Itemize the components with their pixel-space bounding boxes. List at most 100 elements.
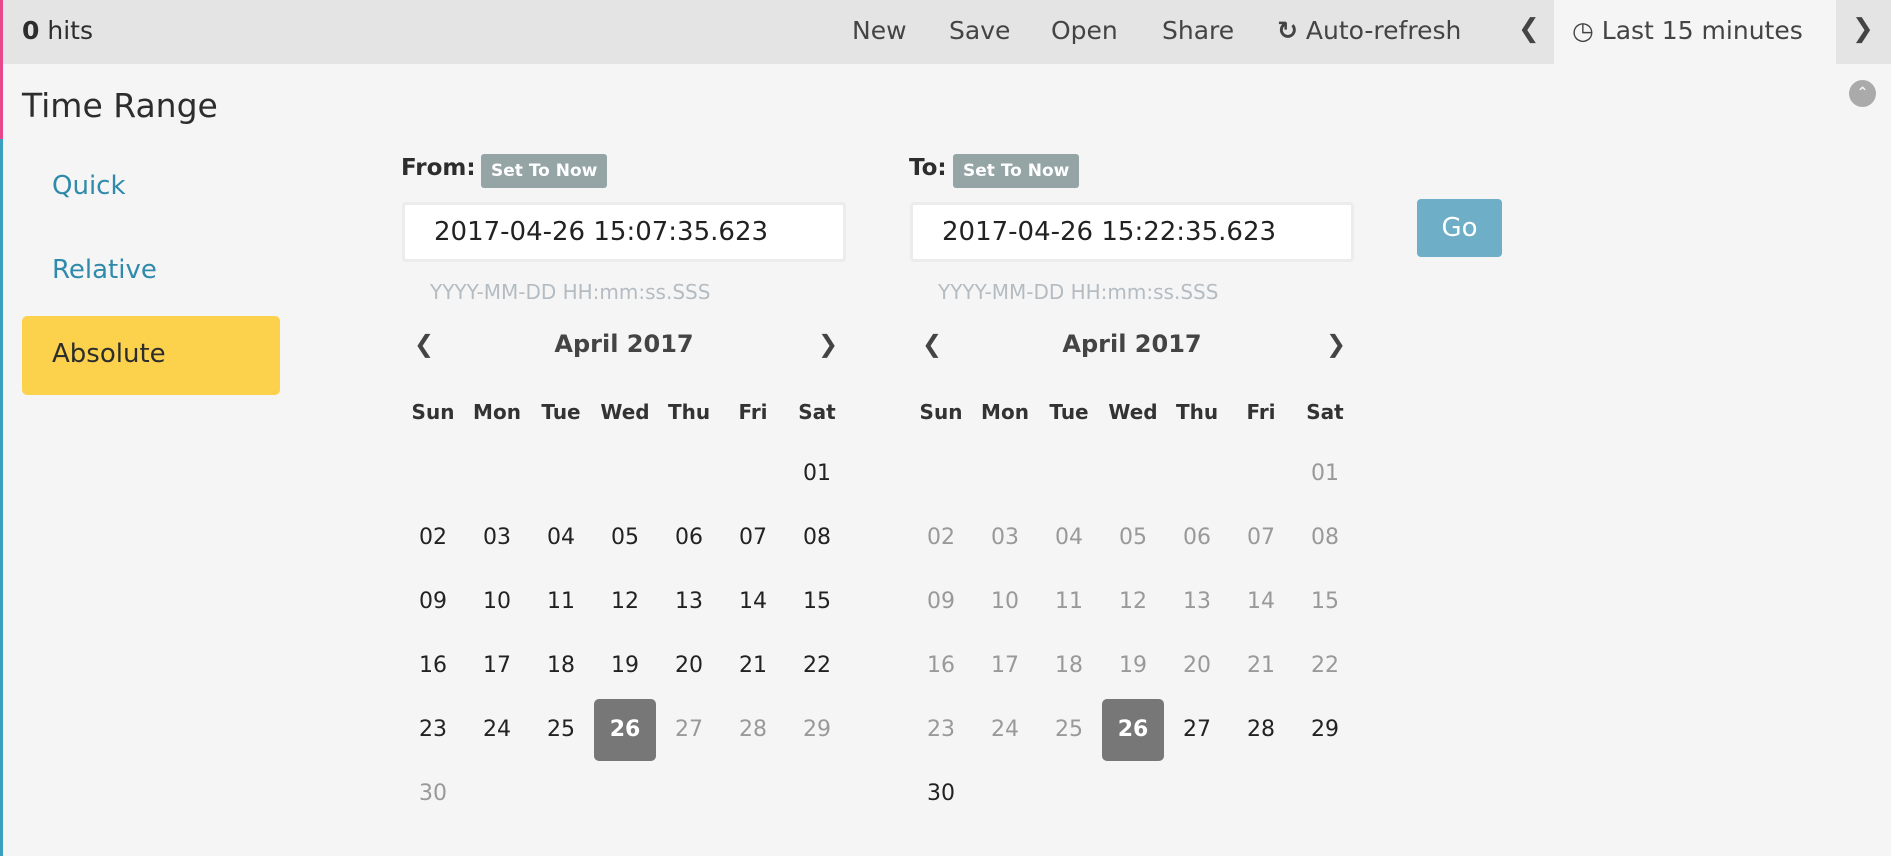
time-picker-tab[interactable] bbox=[1554, 0, 1836, 64]
from-input[interactable] bbox=[402, 202, 846, 262]
calendar-day[interactable]: 01 bbox=[803, 461, 831, 486]
prev-month-chevron-icon[interactable]: ❮ bbox=[922, 330, 943, 358]
calendar-day[interactable]: 16 bbox=[927, 653, 955, 678]
hits-count: 0 hits bbox=[22, 16, 93, 45]
calendar-day[interactable]: 24 bbox=[483, 717, 511, 742]
calendar-day[interactable]: 14 bbox=[1247, 589, 1275, 614]
to-format-hint: YYYY-MM-DD HH:mm:ss.SSS bbox=[938, 280, 1219, 304]
calendar-day[interactable]: 18 bbox=[1055, 653, 1083, 678]
left-accent-blue bbox=[0, 139, 3, 856]
calendar-day[interactable]: 08 bbox=[803, 525, 831, 550]
calendar-day[interactable]: 20 bbox=[1183, 653, 1211, 678]
mode-quick[interactable]: Quick bbox=[52, 171, 126, 201]
page-title: Time Range bbox=[22, 86, 218, 125]
calendar-day[interactable]: 22 bbox=[803, 653, 831, 678]
mode-relative[interactable]: Relative bbox=[52, 255, 157, 285]
calendar-day[interactable]: 17 bbox=[991, 653, 1019, 678]
weekday-header: Sun bbox=[411, 400, 455, 424]
calendar-day[interactable]: 12 bbox=[1119, 589, 1147, 614]
calendar-day[interactable]: 23 bbox=[927, 717, 955, 742]
time-picker-label[interactable]: ◷ Last 15 minutes bbox=[1572, 16, 1803, 45]
calendar-day[interactable]: 15 bbox=[803, 589, 831, 614]
weekday-header: Thu bbox=[1175, 400, 1219, 424]
calendar-day[interactable]: 26 bbox=[594, 699, 656, 761]
calendar-day[interactable]: 24 bbox=[991, 717, 1019, 742]
calendar-day[interactable]: 14 bbox=[739, 589, 767, 614]
auto-refresh-button[interactable]: ↻ Auto-refresh bbox=[1277, 16, 1462, 45]
calendar-day[interactable]: 20 bbox=[675, 653, 703, 678]
calendar-day[interactable]: 29 bbox=[1311, 717, 1339, 742]
calendar-day[interactable]: 27 bbox=[1183, 717, 1211, 742]
save-button[interactable]: Save bbox=[949, 16, 1011, 45]
calendar-day[interactable]: 03 bbox=[483, 525, 511, 550]
calendar-day[interactable]: 04 bbox=[547, 525, 575, 550]
calendar-day[interactable]: 28 bbox=[1247, 717, 1275, 742]
calendar-day[interactable]: 30 bbox=[419, 781, 447, 806]
calendar-day[interactable]: 06 bbox=[1183, 525, 1211, 550]
calendar-day[interactable]: 10 bbox=[483, 589, 511, 614]
calendar-day[interactable]: 11 bbox=[547, 589, 575, 614]
prev-month-chevron-icon[interactable]: ❮ bbox=[414, 330, 435, 358]
to-input[interactable] bbox=[910, 202, 1354, 262]
mode-absolute[interactable]: Absolute bbox=[22, 316, 280, 395]
calendar-day[interactable]: 27 bbox=[675, 717, 703, 742]
to-calendar: ❮ April 2017 ❯ Sun Mon Tue Wed Thu Fri Sat 01 02 03 0… bbox=[908, 330, 1368, 830]
left-accent-pink bbox=[0, 0, 3, 139]
new-button[interactable]: New bbox=[852, 16, 907, 45]
to-set-to-now-button[interactable]: Set To Now bbox=[953, 154, 1080, 188]
calendar-day[interactable]: 29 bbox=[803, 717, 831, 742]
calendar-day[interactable]: 25 bbox=[1055, 717, 1083, 742]
calendar-day[interactable]: 16 bbox=[419, 653, 447, 678]
calendar-day[interactable]: 17 bbox=[483, 653, 511, 678]
calendar-day[interactable]: 12 bbox=[611, 589, 639, 614]
calendar-day[interactable]: 19 bbox=[611, 653, 639, 678]
calendar-day[interactable]: 13 bbox=[675, 589, 703, 614]
calendar-day[interactable]: 21 bbox=[739, 653, 767, 678]
calendar-day[interactable]: 11 bbox=[1055, 589, 1083, 614]
calendar-day[interactable]: 04 bbox=[1055, 525, 1083, 550]
weekday-header: Mon bbox=[473, 400, 521, 424]
weekday-header: Tue bbox=[541, 400, 581, 424]
from-calendar: ❮ April 2017 ❯ Sun Mon Tue Wed Thu Fri Sat 01 02 03 0… bbox=[400, 330, 860, 830]
calendar-day[interactable]: 06 bbox=[675, 525, 703, 550]
weekday-header: Mon bbox=[981, 400, 1029, 424]
weekday-header: Wed bbox=[1108, 400, 1158, 424]
go-button[interactable]: Go bbox=[1417, 199, 1502, 257]
weekday-header: Thu bbox=[667, 400, 711, 424]
weekday-header: Sun bbox=[919, 400, 963, 424]
calendar-day[interactable]: 09 bbox=[927, 589, 955, 614]
weekday-header: Wed bbox=[600, 400, 650, 424]
calendar-day[interactable]: 03 bbox=[991, 525, 1019, 550]
calendar-day[interactable]: 07 bbox=[1247, 525, 1275, 550]
calendar-day[interactable]: 09 bbox=[419, 589, 447, 614]
calendar-day[interactable]: 25 bbox=[547, 717, 575, 742]
calendar-day[interactable]: 21 bbox=[1247, 653, 1275, 678]
calendar-day[interactable]: 28 bbox=[739, 717, 767, 742]
scrollbar[interactable] bbox=[1891, 0, 1900, 856]
calendar-day[interactable]: 05 bbox=[1119, 525, 1147, 550]
calendar-day[interactable]: 23 bbox=[419, 717, 447, 742]
chevron-left-icon[interactable]: ❮ bbox=[1518, 14, 1540, 44]
calendar-day[interactable]: 15 bbox=[1311, 589, 1339, 614]
share-button[interactable]: Share bbox=[1162, 16, 1235, 45]
open-button[interactable]: Open bbox=[1051, 16, 1118, 45]
next-month-chevron-icon[interactable]: ❯ bbox=[1326, 330, 1347, 358]
calendar-day[interactable]: 02 bbox=[927, 525, 955, 550]
from-set-to-now-button[interactable]: Set To Now bbox=[481, 154, 608, 188]
calendar-day[interactable]: 13 bbox=[1183, 589, 1211, 614]
calendar-day[interactable]: 19 bbox=[1119, 653, 1147, 678]
calendar-day[interactable]: 30 bbox=[927, 781, 955, 806]
calendar-day[interactable]: 08 bbox=[1311, 525, 1339, 550]
calendar-day[interactable]: 26 bbox=[1102, 699, 1164, 761]
calendar-day[interactable]: 01 bbox=[1311, 461, 1339, 486]
calendar-day[interactable]: 18 bbox=[547, 653, 575, 678]
calendar-day[interactable]: 02 bbox=[419, 525, 447, 550]
next-month-chevron-icon[interactable]: ❯ bbox=[818, 330, 839, 358]
calendar-day[interactable]: 05 bbox=[611, 525, 639, 550]
collapse-icon[interactable]: ⌃ bbox=[1849, 80, 1876, 107]
calendar-day[interactable]: 22 bbox=[1311, 653, 1339, 678]
from-label: From: bbox=[401, 155, 476, 181]
calendar-day[interactable]: 10 bbox=[991, 589, 1019, 614]
chevron-right-icon[interactable]: ❯ bbox=[1852, 14, 1874, 44]
calendar-day[interactable]: 07 bbox=[739, 525, 767, 550]
